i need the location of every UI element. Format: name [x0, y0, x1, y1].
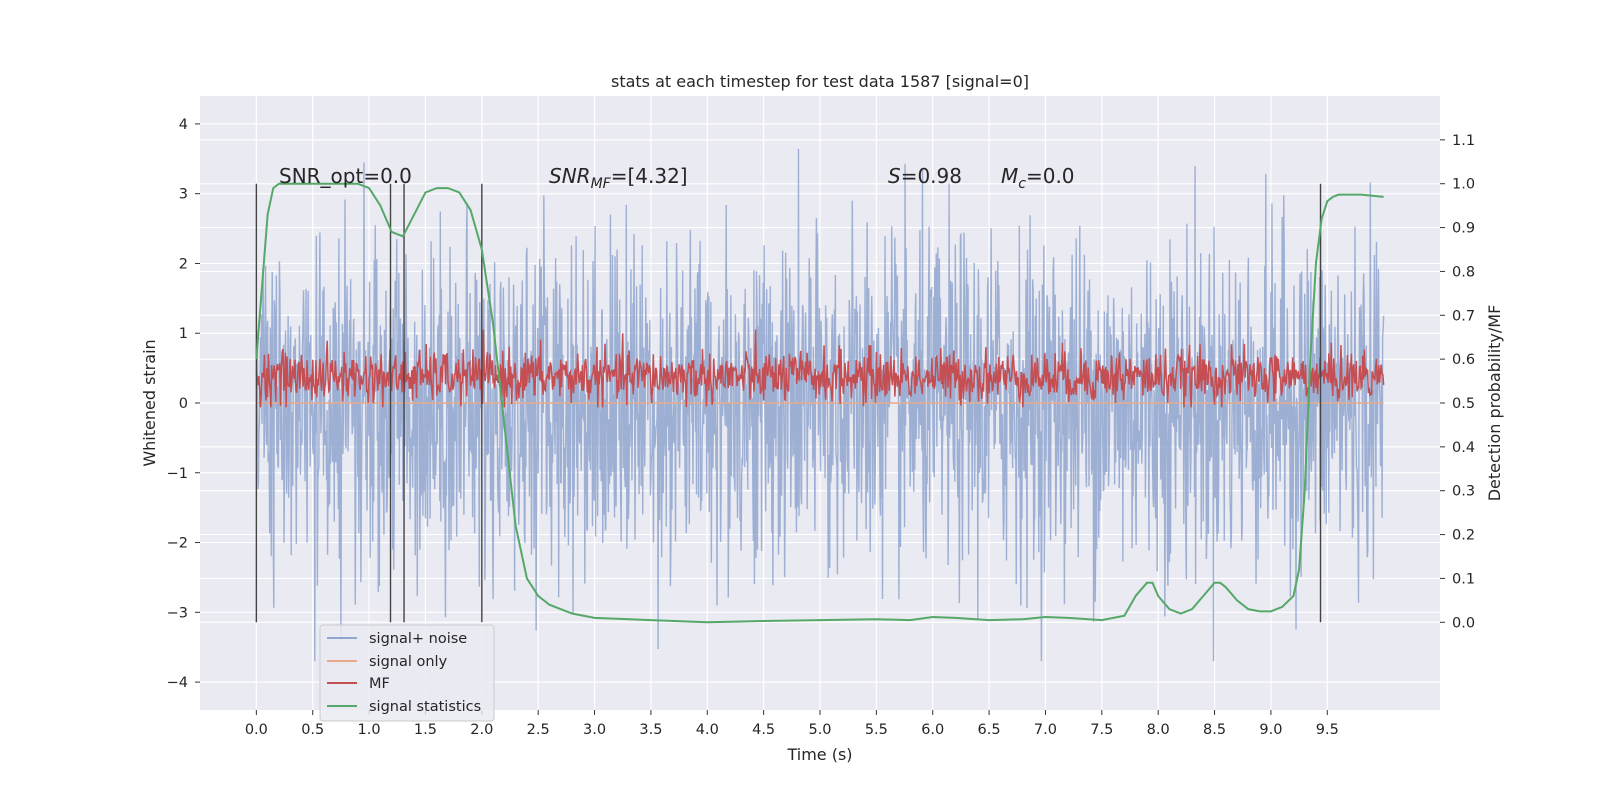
mc-value: =0.0 — [1026, 164, 1075, 188]
y-left-tick-label: −2 — [167, 536, 188, 552]
x-tick-label: 9.5 — [1316, 722, 1339, 738]
y-right-tick-label: 0.8 — [1452, 264, 1475, 280]
mc-sub: c — [1018, 176, 1026, 192]
legend: signal+ noise signal only MF signal stat… — [319, 624, 495, 722]
y-right-tick-label: 0.4 — [1452, 440, 1475, 456]
x-axis-label: Time (s) — [786, 745, 852, 764]
y-left-tick-label: −1 — [167, 466, 188, 482]
x-tick-label: 5.0 — [808, 722, 831, 738]
y-right-tick-label: 0.9 — [1452, 221, 1475, 237]
x-tick-label: 7.0 — [1034, 722, 1057, 738]
x-tick-label: 4.5 — [752, 722, 775, 738]
x-tick-label: 8.0 — [1147, 722, 1170, 738]
x-tick-label: 6.0 — [921, 722, 944, 738]
series-signal-statistics — [255, 182, 1384, 624]
x-tick-label: 0.0 — [245, 722, 268, 738]
x-tick-label: 3.5 — [639, 722, 662, 738]
y-axis-label-right: Detection probability/MF — [1485, 305, 1504, 502]
axes-layer: 0.0 0.5 1.0 1.5 2.0 2.5 3.0 3.5 4.0 4.5 5.0 5.5 6.0 6… — [167, 117, 1475, 738]
y-left-tick-label: 0 — [179, 396, 188, 412]
x-tick-label: 2.0 — [470, 722, 493, 738]
snr-mf-sub: MF — [591, 176, 612, 192]
x-tick-label: 1.5 — [414, 722, 437, 738]
x-tick-label: 2.5 — [527, 722, 550, 738]
y-right-tick-label: 0.7 — [1452, 308, 1475, 324]
x-tick-label: 9.0 — [1259, 722, 1282, 738]
y-left-tick-label: 4 — [179, 117, 188, 133]
legend-label-signal-statistics: signal statistics — [369, 699, 481, 715]
legend-frame — [319, 624, 495, 722]
y-axis-label-left: Whitened strain — [140, 339, 159, 466]
y-right-tick-label: 0.2 — [1452, 528, 1475, 544]
s-value: =0.98 — [901, 164, 962, 188]
y-right-tick-label: 0.6 — [1452, 352, 1475, 368]
y-right-tick-label: 0.1 — [1452, 571, 1475, 587]
x-tick-label: 5.5 — [865, 722, 888, 738]
snr-mf-main: SNR — [549, 164, 591, 188]
series-mf — [255, 329, 1385, 408]
y-left-tick-label: −3 — [167, 605, 188, 621]
mc-main: M — [1001, 164, 1018, 188]
y-left-tick-label: 1 — [179, 326, 188, 342]
legend-label-mf: MF — [369, 676, 390, 692]
y-right-tick-label: 1.1 — [1452, 133, 1475, 149]
y-left-tick-label: 2 — [179, 256, 188, 272]
y-right-tick-label: 1.0 — [1452, 177, 1475, 193]
x-tick-label: 6.5 — [978, 722, 1001, 738]
chart-title: stats at each timestep for test data 158… — [611, 72, 1029, 91]
snr-mf-value: =[4.32] — [611, 164, 688, 188]
y-left-tick-label: −4 — [167, 675, 188, 691]
x-tick-label: 7.5 — [1090, 722, 1113, 738]
legend-label-signal-noise: signal+ noise — [369, 631, 467, 647]
annotation-snr-mf: SNRMF=[4.32] — [549, 164, 688, 192]
x-tick-label: 4.0 — [696, 722, 719, 738]
s-label: S — [888, 164, 901, 188]
y-left-tick-label: 3 — [179, 187, 188, 203]
series-signal-noise — [255, 148, 1385, 662]
data-layer — [255, 148, 1385, 662]
x-tick-label: 8.5 — [1203, 722, 1226, 738]
x-tick-label: 0.5 — [301, 722, 324, 738]
x-tick-label: 1.0 — [358, 722, 381, 738]
legend-label-signal-only: signal only — [369, 654, 448, 670]
x-tick-label: 3.0 — [583, 722, 606, 738]
y-right-tick-label: 0.3 — [1452, 484, 1475, 500]
y-right-tick-label: 0.0 — [1452, 615, 1475, 631]
annotation-snr-opt: SNR_opt=0.0 — [279, 164, 412, 188]
annotation-mc: Mc=0.0 — [1001, 164, 1075, 192]
annotation-s: S=0.98 — [888, 164, 962, 188]
y-right-tick-label: 0.5 — [1452, 396, 1475, 412]
